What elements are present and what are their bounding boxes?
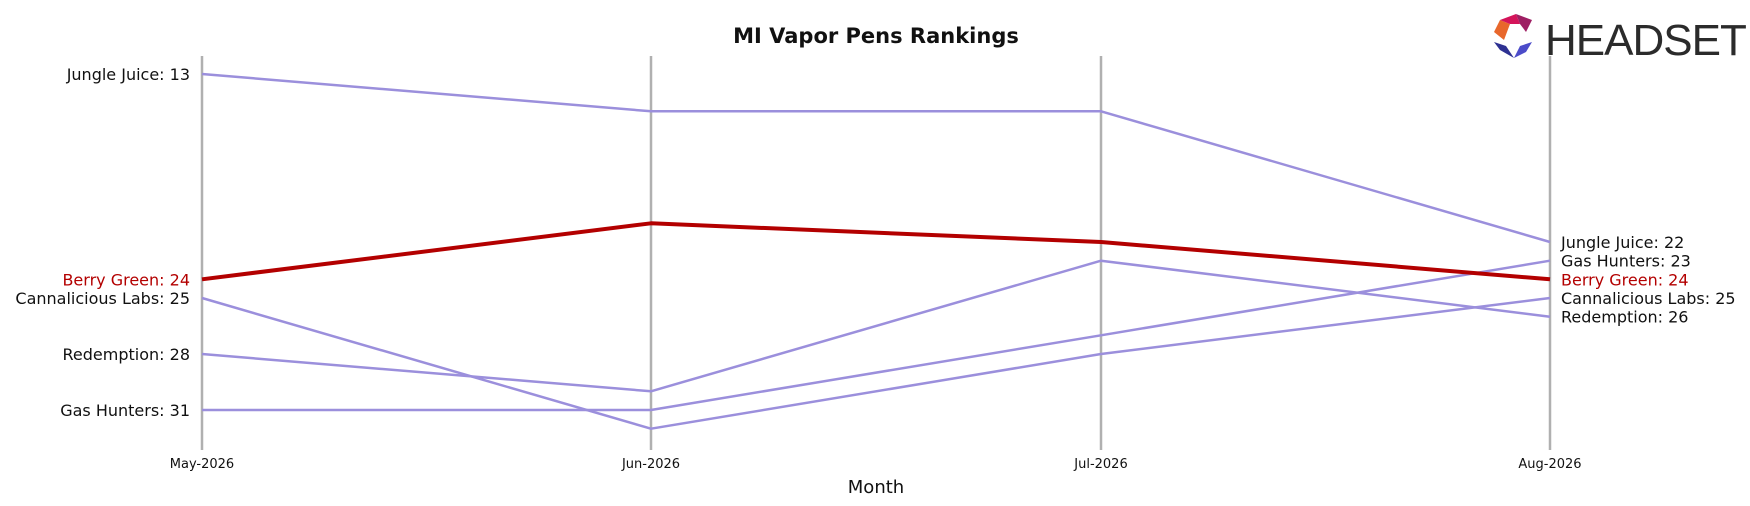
headset-logo-text: HEADSET	[1545, 16, 1746, 65]
x-tick-jun-2026: Jun-2026	[621, 457, 680, 472]
right-rank-labels: Jungle Juice: 22 Berry Green: 24Cannalici…	[1560, 233, 1736, 327]
left-label-jungle-juice: Jungle Juice: 13	[66, 65, 190, 84]
left-rank-labels: Jungle Juice: 13 Berry Green: 24Cannalici…	[15, 65, 190, 420]
series-line-berry-green	[201, 221, 1551, 282]
left-label-redemption: Redemption: 28	[63, 345, 190, 364]
headset-logo: HEADSET	[1494, 14, 1747, 65]
left-label-berry-green: Berry Green: 24	[62, 270, 190, 289]
month-gridlines	[200, 56, 1552, 450]
left-label-gas-hunters: Gas Hunters: 31	[60, 401, 190, 420]
x-tick-may-2026: May-2026	[170, 457, 234, 472]
right-label-cannalicious-labs: Cannalicious Labs: 25	[1561, 289, 1736, 308]
series-line-jungle-juice	[201, 72, 1551, 244]
x-tick-jul-2026: Jul-2026	[1073, 457, 1127, 472]
series-line-gas-hunters	[202, 259, 1551, 412]
right-label-gas-hunters: Gas Hunters: 23	[1561, 252, 1691, 271]
x-tick-labels: May-2026 Jun-2026 Jul-2026 Aug-2026	[170, 457, 1582, 472]
headset-logo-mark	[1494, 14, 1532, 58]
right-label-jungle-juice: Jungle Juice: 22	[1560, 233, 1684, 252]
right-label-berry-green: Berry Green: 24	[1561, 270, 1689, 289]
series-line-cannalicious-labs	[201, 296, 1551, 430]
series-line-redemption	[201, 259, 1551, 393]
x-axis-label: Month	[848, 477, 904, 498]
x-tick-aug-2026: Aug-2026	[1518, 457, 1581, 472]
right-label-redemption: Redemption: 26	[1561, 308, 1688, 327]
series-lines	[201, 72, 1551, 430]
left-label-cannalicious-labs: Cannalicious Labs: 25	[15, 289, 190, 308]
chart-title: MI Vapor Pens Rankings	[733, 24, 1019, 48]
